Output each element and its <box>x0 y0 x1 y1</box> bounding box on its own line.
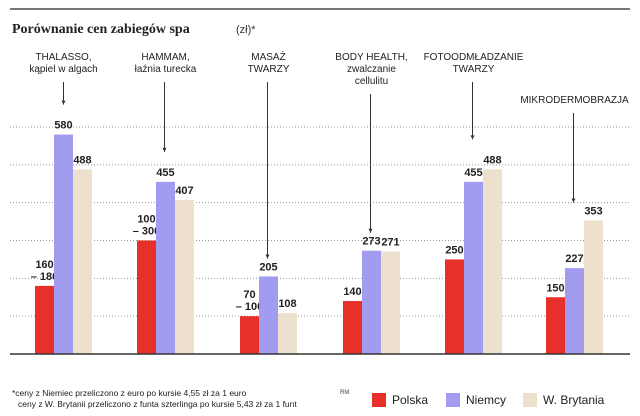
legend-label: Niemcy <box>466 393 507 407</box>
bar-niemcy <box>54 134 73 354</box>
footnote-line-1: *ceny z Niemiec przeliczono z euro po ku… <box>12 388 247 398</box>
legend-item-niemcy: Niemcy <box>446 393 506 407</box>
bar-polska <box>343 301 362 354</box>
bar-polska <box>137 240 156 354</box>
legend-swatch <box>446 393 460 407</box>
data-label: 455 <box>464 167 482 179</box>
chart-title: Porównanie cen zabiegów spa <box>12 22 190 37</box>
category-label: MIKRODERMOBRAZJA <box>520 95 629 106</box>
category-label: BODY HEALTH, <box>335 52 407 63</box>
bar-wbrytania <box>381 251 400 354</box>
legend-label: Polska <box>392 393 429 407</box>
legend-item-polska: Polska <box>372 393 428 407</box>
data-label: 488 <box>73 154 91 166</box>
chart-unit: (zł)* <box>236 24 256 36</box>
data-label: 227 <box>565 253 583 265</box>
legend-item-wielka-brytania: W. Brytania <box>523 393 604 407</box>
data-label: – 300 <box>133 226 161 238</box>
data-label: 580 <box>54 120 72 132</box>
data-label: 160 <box>35 259 53 271</box>
footnote-line-2: ceny z W. Brytanii przeliczono z funta s… <box>18 399 297 409</box>
data-label: 108 <box>278 298 296 310</box>
data-label: 271 <box>381 236 399 248</box>
bar-polska <box>546 297 565 354</box>
pointer-arrow <box>61 100 66 105</box>
data-label: 70 <box>243 289 255 301</box>
bar-wbrytania <box>278 313 297 354</box>
bar-wbrytania <box>483 169 502 354</box>
bar-wbrytania <box>175 200 194 354</box>
category-label: zwalczanie <box>347 64 396 75</box>
bar-polska <box>240 316 259 354</box>
bar-niemcy <box>565 268 584 354</box>
data-label: 100 <box>137 214 155 226</box>
bar-niemcy <box>464 181 483 354</box>
category-label: FOTOODMŁADZANIE <box>424 52 524 63</box>
bar-polska <box>445 259 464 354</box>
legend-swatch <box>372 393 386 407</box>
credit: RM <box>340 390 350 396</box>
category-label: cellulitu <box>355 76 388 87</box>
legend-label: W. Brytania <box>543 393 605 407</box>
data-label: 150 <box>546 282 564 294</box>
category-label: kąpiel w algach <box>29 64 97 75</box>
pointer-arrow <box>265 254 270 259</box>
data-label: 140 <box>343 286 361 298</box>
legend-swatch <box>523 393 537 407</box>
data-label: 455 <box>156 167 174 179</box>
data-label: 205 <box>259 261 277 273</box>
data-label: 407 <box>175 185 193 197</box>
category-label: łaźnia turecka <box>135 64 197 75</box>
bar-niemcy <box>156 181 175 354</box>
bar-niemcy <box>362 250 381 354</box>
pointer-arrow <box>470 135 475 140</box>
footnote: *ceny z Niemiec przeliczono z euro po ku… <box>12 388 297 410</box>
category-label: TWARZY <box>453 64 495 75</box>
pointer-arrow <box>368 228 373 233</box>
data-label: – 180 <box>31 271 59 283</box>
category-label: HAMMAM, <box>141 52 189 63</box>
data-label: 488 <box>483 154 501 166</box>
data-label: 250 <box>445 244 463 256</box>
bar-wbrytania <box>73 169 92 354</box>
data-label: 353 <box>584 205 602 217</box>
category-label: THALASSO, <box>35 52 91 63</box>
bar-polska <box>35 285 54 354</box>
pointer-arrow <box>571 198 576 203</box>
data-label: – 100 <box>236 301 264 313</box>
pointer-arrow <box>162 147 167 152</box>
data-label: 273 <box>362 236 380 248</box>
category-label: MASAŻ <box>251 50 285 63</box>
category-label: TWARZY <box>248 64 290 75</box>
bar-wbrytania <box>584 220 603 354</box>
bar-niemcy <box>259 276 278 354</box>
top-rule <box>10 8 630 10</box>
